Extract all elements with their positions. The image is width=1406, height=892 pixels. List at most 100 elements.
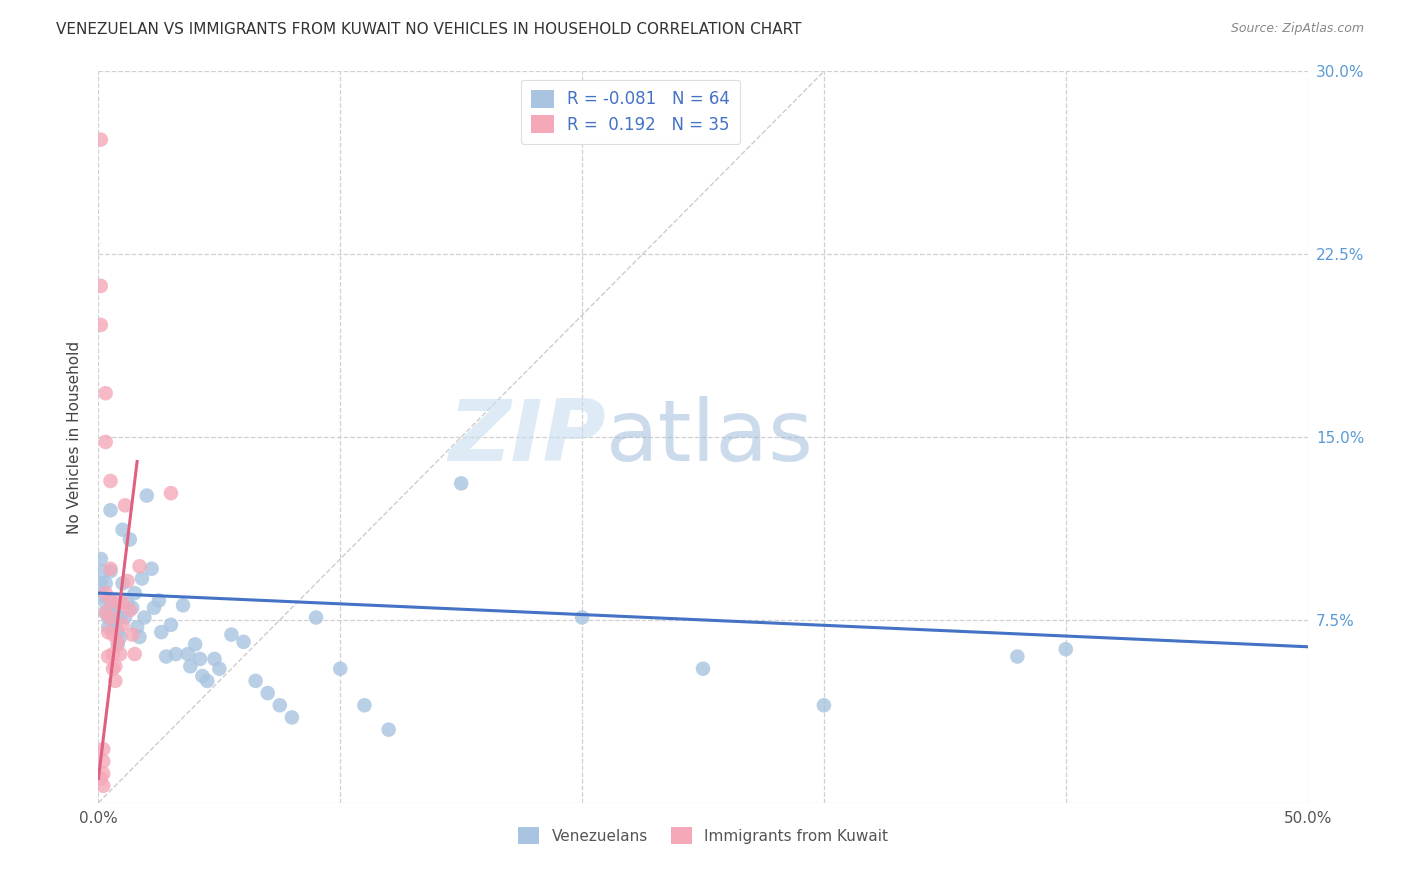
Point [256, 686, 278, 700]
Point [160, 486, 183, 500]
Point [90, 133, 112, 147]
Point [141, 562, 163, 576]
Point [184, 637, 207, 651]
Point [143, 600, 166, 615]
Point [114, 499, 136, 513]
Point [100, 562, 122, 576]
Point [100, 474, 122, 488]
Point [107, 596, 129, 610]
Point [111, 617, 134, 632]
Point [111, 596, 134, 610]
Point [128, 630, 150, 644]
Point [100, 503, 122, 517]
Point [108, 647, 131, 661]
Point [208, 662, 231, 676]
Point [188, 652, 211, 666]
Point [118, 533, 141, 547]
Point [179, 659, 201, 673]
Point [172, 599, 194, 613]
Point [329, 662, 352, 676]
Point [97, 620, 120, 634]
Point [101, 613, 124, 627]
Point [195, 673, 218, 688]
Point [108, 630, 131, 644]
Y-axis label: No Vehicles in Household: No Vehicles in Household [67, 341, 83, 533]
Text: ZIP: ZIP [449, 395, 606, 479]
Text: atlas: atlas [606, 395, 814, 479]
Point [571, 610, 593, 624]
Point [90, 576, 112, 591]
Point [450, 476, 472, 491]
Point [90, 552, 112, 566]
Point [94, 596, 117, 610]
Point [221, 627, 243, 641]
Point [121, 600, 143, 615]
Point [177, 647, 200, 661]
Point [101, 627, 124, 641]
Point [160, 617, 183, 632]
Point [104, 659, 127, 673]
Point [97, 625, 120, 640]
Point [148, 593, 170, 607]
Point [101, 600, 124, 615]
Point [108, 610, 131, 624]
Point [91, 564, 114, 578]
Point [94, 386, 117, 401]
Point [107, 625, 129, 640]
Point [150, 625, 173, 640]
Point [191, 669, 214, 683]
Point [104, 620, 127, 634]
Point [91, 766, 114, 780]
Point [128, 559, 150, 574]
Point [377, 723, 399, 737]
Point [281, 710, 304, 724]
Point [117, 574, 139, 588]
Point [90, 279, 112, 293]
Point [117, 596, 139, 610]
Point [118, 603, 141, 617]
Point [135, 489, 157, 503]
Point [101, 662, 124, 676]
Point [94, 576, 117, 591]
Point [813, 698, 835, 713]
Point [94, 606, 117, 620]
Point [97, 649, 120, 664]
Point [90, 772, 112, 786]
Point [91, 742, 114, 756]
Point [111, 523, 134, 537]
Point [131, 572, 153, 586]
Point [100, 610, 122, 624]
Point [269, 698, 291, 713]
Point [100, 564, 122, 578]
Point [107, 635, 129, 649]
Point [305, 610, 328, 624]
Point [90, 318, 112, 332]
Point [121, 627, 143, 641]
Legend: Venezuelans, Immigrants from Kuwait: Venezuelans, Immigrants from Kuwait [512, 822, 894, 850]
Point [155, 649, 177, 664]
Point [100, 593, 122, 607]
Point [204, 652, 226, 666]
Point [94, 586, 117, 600]
Point [91, 779, 114, 793]
Point [94, 606, 117, 620]
Text: VENEZUELAN VS IMMIGRANTS FROM KUWAIT NO VEHICLES IN HOUSEHOLD CORRELATION CHART: VENEZUELAN VS IMMIGRANTS FROM KUWAIT NO … [56, 22, 801, 37]
Point [165, 647, 187, 661]
Point [1054, 642, 1077, 657]
Point [124, 647, 146, 661]
Point [124, 586, 146, 600]
Point [232, 635, 254, 649]
Point [101, 647, 124, 661]
Point [111, 576, 134, 591]
Point [104, 673, 127, 688]
Point [245, 673, 267, 688]
Point [97, 610, 120, 624]
Point [353, 698, 375, 713]
Point [91, 755, 114, 769]
Point [91, 589, 114, 603]
Point [134, 610, 156, 624]
Point [100, 596, 122, 610]
Point [104, 600, 127, 615]
Point [107, 637, 129, 651]
Point [692, 662, 714, 676]
